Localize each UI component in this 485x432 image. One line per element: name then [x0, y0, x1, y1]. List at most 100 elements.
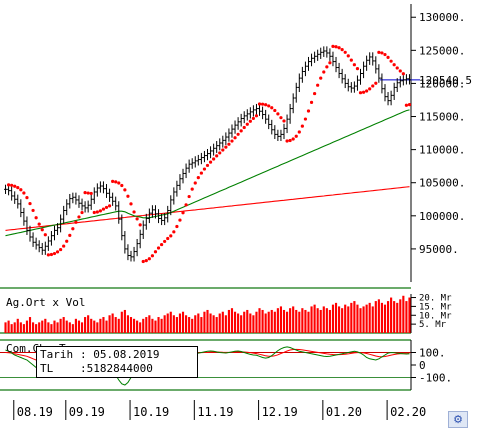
volume-bar — [310, 306, 313, 333]
sar-dot — [254, 114, 259, 118]
sar-dot — [352, 63, 356, 67]
x-tick-label: 02.20 — [390, 405, 426, 419]
price-bar — [215, 141, 219, 153]
volume-bar — [243, 311, 246, 333]
volume-bar — [139, 322, 142, 333]
volume-bar — [93, 320, 96, 333]
volume-bar — [328, 309, 331, 333]
price-bar — [398, 76, 402, 88]
sar-dot — [407, 103, 412, 107]
price-bar — [270, 119, 274, 135]
price-bar — [206, 148, 209, 161]
volume-bar — [114, 317, 117, 333]
price-bar — [288, 103, 292, 124]
price-bar — [114, 196, 118, 211]
price-bar — [359, 68, 363, 85]
sar-dot — [270, 106, 274, 110]
volume-bar — [111, 313, 114, 333]
sar-dot — [230, 139, 234, 143]
sar-dot — [401, 72, 405, 76]
sar-dot — [172, 230, 176, 234]
sar-dot — [16, 186, 20, 190]
price-bar — [254, 103, 258, 115]
price-bar — [95, 183, 99, 197]
volume-bar — [215, 317, 218, 333]
volume-bar — [50, 324, 53, 333]
chart-tool-icon[interactable]: ⚙ — [448, 411, 468, 428]
sar-dot — [294, 134, 298, 138]
sar-dot — [236, 132, 240, 136]
sar-dot — [319, 76, 323, 80]
sar-dot — [334, 45, 338, 49]
sar-dot — [31, 208, 35, 213]
data-tooltip: Tarih : 05.08.2019 TL :5182844000 — [36, 346, 198, 378]
volume-bar — [136, 320, 139, 333]
price-bar — [303, 61, 307, 77]
volume-bar — [393, 301, 396, 333]
volume-bar — [371, 306, 374, 333]
sar-dot — [19, 188, 23, 192]
sar-dot — [297, 130, 301, 134]
x-tick-label: 10.19 — [133, 405, 169, 419]
sar-dot — [89, 191, 93, 196]
price-bar — [377, 64, 381, 83]
volume-bar — [331, 304, 335, 333]
price-bar — [340, 68, 344, 84]
sar-dot — [181, 211, 185, 215]
sar-dot — [371, 84, 375, 88]
sar-dot — [62, 244, 66, 248]
price-bar — [362, 61, 366, 79]
volume-bar — [142, 318, 145, 333]
sar-dot — [68, 233, 72, 237]
price-bar — [19, 199, 23, 218]
volume-bar — [102, 317, 105, 333]
volume-bar — [62, 317, 65, 333]
price-bar — [209, 146, 213, 159]
volume-bar — [80, 322, 84, 333]
price-bar — [282, 123, 286, 140]
volume-bar — [344, 304, 347, 333]
volume-bar — [301, 308, 304, 333]
price-bar — [181, 168, 185, 184]
volume-bar — [169, 311, 172, 333]
price-bar — [132, 246, 136, 262]
volume-bar — [145, 317, 148, 333]
volume-bar — [353, 301, 356, 333]
volume-bar — [56, 322, 59, 333]
volume-bar — [188, 317, 191, 333]
sar-dot — [187, 194, 191, 199]
volume-bar — [105, 320, 108, 333]
price-bar — [395, 78, 399, 93]
sar-dot — [22, 191, 26, 195]
volume-bar — [84, 317, 87, 333]
volume-bar — [270, 309, 273, 333]
sar-dot — [212, 157, 216, 161]
price-bar — [46, 236, 50, 251]
x-tick-label: 08.19 — [17, 405, 53, 419]
volume-bar — [298, 311, 301, 333]
volume-bar — [120, 311, 123, 333]
sar-dot — [65, 239, 69, 243]
volume-bar — [377, 299, 380, 333]
price-bar — [98, 181, 102, 193]
price-bar — [150, 205, 154, 218]
sar-dot — [25, 195, 29, 200]
sar-dot — [404, 103, 409, 107]
sar-dot — [392, 63, 396, 67]
price-bar — [227, 128, 231, 142]
volume-bar — [35, 324, 38, 333]
volume-bar — [399, 299, 402, 333]
price-bar — [184, 163, 188, 179]
sar-dot — [260, 102, 265, 106]
sar-dot — [86, 191, 90, 195]
price-bar — [325, 46, 329, 58]
volume-bar — [368, 302, 371, 333]
price-bar — [331, 51, 335, 67]
sar-dot — [156, 246, 161, 250]
sar-dot — [80, 210, 84, 215]
sar-dot — [92, 210, 96, 215]
sar-dot — [178, 218, 182, 222]
sar-dot — [215, 154, 219, 158]
volume-y-tick-label: 10. Mr — [419, 311, 452, 321]
sar-dot — [346, 54, 350, 58]
